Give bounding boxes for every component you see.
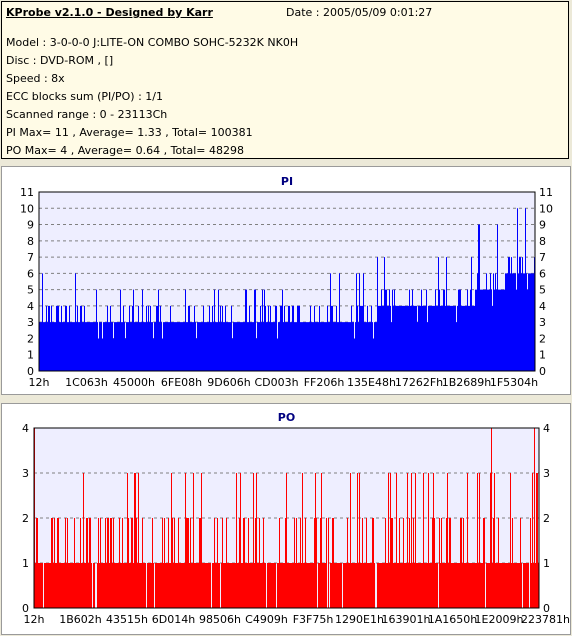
po-xtick-label: 1B602h [59, 613, 102, 626]
pi-ytick-left: 11 [20, 186, 34, 199]
pi-xtick-label: 9D606h [207, 376, 250, 389]
po-ytick-right: 2 [543, 512, 550, 525]
po-xtick-label: F3F75h [293, 613, 334, 626]
pi-ytick-left: 2 [27, 332, 34, 345]
pi-stats-line: PI Max= 11 , Average= 1.33 , Total= 1003… [6, 126, 253, 139]
po-xtick-label: 98506h [199, 613, 241, 626]
po-xtick-label: 1E2009h [475, 613, 524, 626]
pi-xtick-label: 17262Fh [395, 376, 443, 389]
po-xtick-label: 6D014h [152, 613, 195, 626]
po-plot-border [33, 427, 540, 609]
scan-date: Date : 2005/05/09 0:01:27 [286, 6, 433, 19]
po-ytick-left: 1 [22, 557, 29, 570]
pi-xtick-label: 1C063h [65, 376, 108, 389]
pi-xtick-label: 1B2689h [442, 376, 492, 389]
po-xtick-label: 12h [24, 613, 45, 626]
pi-ytick-left: 10 [20, 202, 34, 215]
pi-xtick-label: 1F5304h [490, 376, 538, 389]
po-chart-panel: PO 0 0 1 1 2 2 3 3 4 4 12h 1B602h 43515h 6D014h 98506h C… [1, 403, 571, 635]
pi-plot-border [38, 191, 536, 372]
po-chart-title: PO [278, 411, 295, 424]
po-xtick-label: 223781h [521, 613, 570, 626]
pi-ytick-left: 3 [27, 316, 34, 329]
pi-ytick-left: 7 [27, 251, 34, 264]
pi-xtick-label: CD003h [254, 376, 298, 389]
pi-chart-title: PI [281, 175, 293, 188]
pi-xtick-label: 6FE08h [161, 376, 202, 389]
ecc-line: ECC blocks sum (PI/PO) : 1/1 [6, 90, 163, 103]
po-xtick-label: 1290E1h [335, 613, 384, 626]
pi-ytick-right: 5 [539, 284, 546, 297]
pi-ytick-right: 9 [539, 219, 546, 232]
po-ytick-right: 4 [543, 422, 550, 435]
pi-bars [39, 208, 535, 371]
pi-xtick-label: 135E48h [347, 376, 396, 389]
pi-ytick-left: 5 [27, 284, 34, 297]
po-ytick-left: 3 [22, 467, 29, 480]
app-title: KProbe v2.1.0 - Designed by Karr [6, 6, 213, 19]
pi-ytick-right: 10 [539, 202, 553, 215]
po-stats-line: PO Max= 4 , Average= 0.64 , Total= 48298 [6, 144, 244, 157]
model-line: Model : 3-0-0-0 J:LITE-ON COMBO SOHC-523… [6, 36, 299, 49]
pi-ytick-right: 6 [539, 267, 546, 280]
range-line: Scanned range : 0 - 23113Ch [6, 108, 168, 121]
po-ytick-left: 2 [22, 512, 29, 525]
pi-ytick-right: 3 [539, 316, 546, 329]
po-chart: PO 0 0 1 1 2 2 3 3 4 4 12h 1B602h 43515h 6D014h 98506h C… [22, 411, 570, 626]
po-ytick-right: 1 [543, 557, 550, 570]
info-panel: KProbe v2.1.0 - Designed by Karr Date : … [1, 1, 569, 159]
po-ytick-right: 3 [543, 467, 550, 480]
pi-ytick-right: 2 [539, 332, 546, 345]
po-ytick-left: 4 [22, 422, 29, 435]
po-ytick-left: 0 [22, 602, 29, 615]
pi-ytick-right: 0 [539, 365, 546, 378]
pi-xtick-label: 45000h [113, 376, 155, 389]
pi-ytick-left: 9 [27, 219, 34, 232]
pi-xtick-label: FF206h [304, 376, 345, 389]
po-xtick-label: 1A1650h [428, 613, 478, 626]
po-xtick-label: 163901h [382, 613, 431, 626]
po-ytick-right: 0 [543, 602, 550, 615]
pi-ytick-right: 1 [539, 349, 546, 362]
pi-ytick-right: 8 [539, 235, 546, 248]
po-xtick-label: C4909h [245, 613, 288, 626]
pi-ytick-right: 4 [539, 300, 546, 313]
po-bars [34, 428, 539, 608]
po-xtick-label: 43515h [106, 613, 148, 626]
pi-ytick-left: 0 [27, 365, 34, 378]
pi-ytick-right: 7 [539, 251, 546, 264]
disc-line: Disc : DVD-ROM , [] [6, 54, 114, 67]
pi-ytick-left: 8 [27, 235, 34, 248]
pi-xtick-label: 12h [29, 376, 50, 389]
pi-ytick-left: 6 [27, 267, 34, 280]
pi-chart-panel: PI 0 0 1 1 2 2 3 3 4 4 5 5 6 6 7 7 8 8 9 9 10 10 11 11 12h 1C063h 4… [1, 166, 571, 395]
pi-ytick-left: 4 [27, 300, 34, 313]
speed-line: Speed : 8x [6, 72, 65, 85]
pi-ytick-left: 1 [27, 349, 34, 362]
pi-ytick-right: 11 [539, 186, 553, 199]
